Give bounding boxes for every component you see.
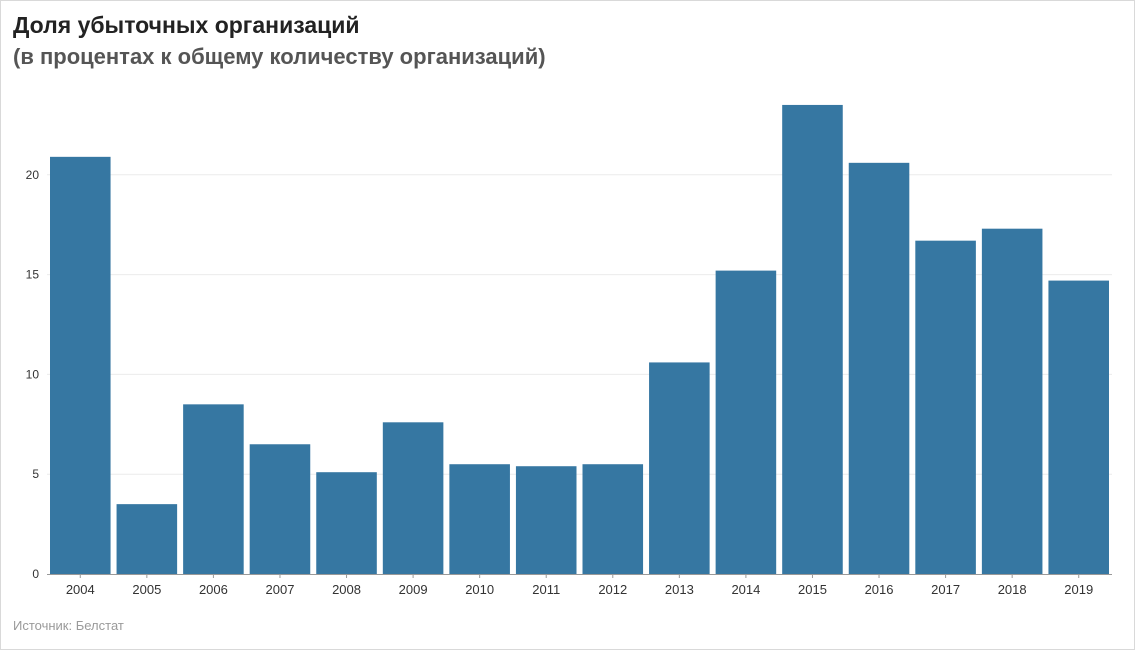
x-tick-label: 2004: [66, 582, 95, 597]
x-tick-label: 2019: [1064, 582, 1093, 597]
x-tick-label: 2014: [731, 582, 760, 597]
bar-2017: [915, 240, 976, 574]
x-tick-label: 2011: [532, 582, 560, 597]
x-tick-label: 2006: [199, 582, 228, 597]
bar-2014: [715, 270, 777, 574]
x-tick-label: 2010: [465, 582, 494, 597]
x-tick-label: 2018: [998, 582, 1027, 597]
x-tick-label: 2009: [399, 582, 428, 597]
bar-2006: [183, 404, 244, 574]
bar-2005: [116, 504, 178, 574]
bar-2009: [382, 422, 444, 574]
bar-2013: [649, 362, 710, 574]
bar-2015: [782, 104, 843, 574]
bar-2010: [449, 464, 510, 574]
y-tick-label: 0: [32, 567, 39, 581]
bar-2018: [981, 228, 1043, 574]
bar-2004: [50, 156, 111, 574]
x-tick-label: 2015: [798, 582, 827, 597]
y-tick-label: 5: [32, 467, 39, 481]
x-tick-label: 2013: [665, 582, 694, 597]
x-axis-ticks: 2004 2005 2006 2007 2008 2009 2010 2011 2012 2013…: [66, 574, 1093, 597]
bar-2007: [249, 444, 311, 574]
bar-2016: [848, 162, 910, 574]
x-tick-label: 2008: [332, 582, 361, 597]
chart-subtitle: (в процентах к общему количеству организ…: [13, 44, 546, 69]
bar-2008: [316, 472, 377, 574]
bar-2011: [515, 466, 577, 574]
source-note: Источник: Белстат: [13, 618, 124, 633]
y-axis-ticks: 0 5 10 15 20: [26, 168, 40, 581]
x-tick-label: 2017: [931, 582, 960, 597]
x-tick-label: 2012: [598, 582, 627, 597]
bar-2019: [1048, 280, 1109, 574]
x-tick-label: 2016: [865, 582, 894, 597]
bar-2012: [582, 464, 644, 574]
x-tick-label: 2005: [132, 582, 161, 597]
y-tick-label: 20: [26, 168, 40, 182]
y-tick-label: 10: [26, 367, 40, 381]
bars: [50, 104, 1109, 574]
x-tick-label: 2007: [266, 582, 295, 597]
chart-title: Доля убыточных организаций: [13, 12, 360, 38]
y-tick-label: 15: [26, 268, 40, 282]
